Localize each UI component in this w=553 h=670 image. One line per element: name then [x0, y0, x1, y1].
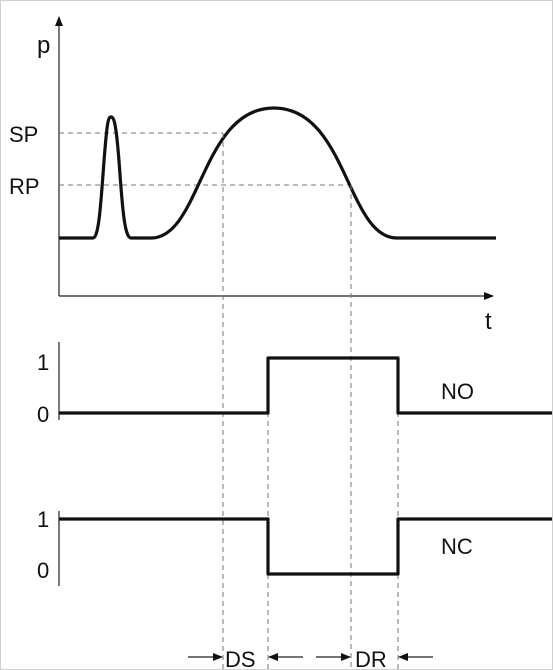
no-signal-trace [59, 356, 552, 415]
no-low-label: 0 [37, 402, 49, 427]
time-axis-label: t [485, 308, 492, 335]
pressure-axis-label: p [37, 32, 50, 59]
no-signal-label: NO [441, 379, 474, 404]
switching-delay-label: DS [225, 647, 256, 669]
nc-high-label: 1 [37, 507, 49, 532]
no-high-label: 1 [37, 350, 49, 375]
nc-signal-label: NC [441, 534, 473, 559]
nc-low-label: 0 [37, 558, 49, 583]
pressure-curve [59, 106, 496, 240]
reset-delay-label: DR [355, 647, 387, 669]
setpoint-label: SP [9, 122, 38, 147]
resetpoint-label: RP [9, 174, 40, 199]
nc-signal-trace [59, 517, 552, 576]
